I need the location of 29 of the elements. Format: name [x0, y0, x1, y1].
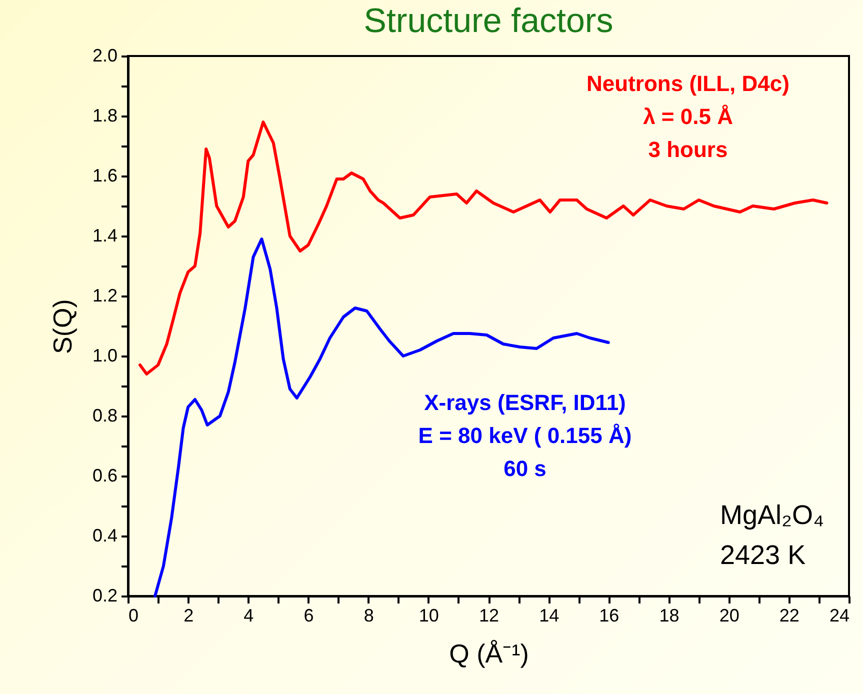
x-tick-label: 10 — [418, 606, 439, 626]
x-tick-label: 12 — [478, 606, 500, 626]
y-tick-label: 1.4 — [92, 226, 118, 246]
annotation: X-rays (ESRF, ID11) E = 80 keV ( 0.155 Å) 60 s — [418, 390, 632, 481]
x-tick-label: 6 — [304, 606, 314, 626]
y-tick-label: 0.4 — [92, 526, 118, 546]
y-tick-label: 0.8 — [92, 406, 118, 426]
y-axis-title: S(Q) — [47, 299, 78, 354]
annotation: MgAl₂O₄ 2423 K — [720, 500, 824, 570]
annotation: Neutrons (ILL, D4c) λ = 0.5 Å 3 hours — [586, 71, 790, 162]
x-tick-label: 4 — [244, 606, 254, 626]
x-tick-label: 0 — [128, 606, 139, 626]
x-tick-label: 2 — [184, 606, 194, 626]
y-tick-label: 0.6 — [92, 466, 118, 486]
x-tick-label: 16 — [599, 606, 620, 626]
y-tick-label: 1.0 — [92, 346, 118, 366]
x-tick-label: 18 — [659, 606, 680, 626]
x-tick-label: 22 — [779, 606, 800, 626]
x-tick-label: 14 — [539, 606, 560, 626]
y-tick-label: 0.2 — [92, 586, 118, 606]
y-tick-label: 1.6 — [92, 166, 118, 186]
x-tick-label: 20 — [719, 606, 740, 626]
x-axis-title: Q (Å⁻¹) — [449, 638, 529, 668]
y-tick-label: 2.0 — [92, 46, 118, 66]
y-tick-label: 1.2 — [92, 286, 118, 306]
y-tick-label: 1.8 — [92, 106, 118, 126]
x-tick-label: 8 — [364, 606, 374, 626]
chart-title: Structure factors — [364, 2, 614, 40]
x-tick-label: 24 — [829, 606, 850, 626]
